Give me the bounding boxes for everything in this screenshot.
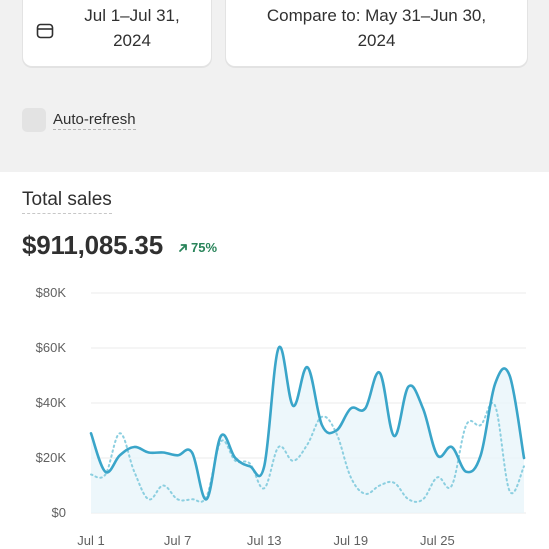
current-period-area	[91, 346, 524, 513]
date-range-button[interactable]: Jul 1–Jul 31, 2024	[22, 0, 212, 67]
y-tick-label: $60K	[36, 340, 67, 355]
y-tick-label: $0	[52, 505, 66, 520]
chart-series	[89, 345, 526, 503]
auto-refresh-label[interactable]: Auto-refresh	[53, 111, 136, 130]
y-tick-label: $40K	[36, 395, 67, 410]
total-sales-title[interactable]: Total sales	[22, 189, 112, 214]
calendar-icon	[36, 23, 54, 39]
current-period-line[interactable]	[89, 345, 526, 501]
arrow-up-right-icon	[179, 243, 187, 252]
x-tick-label: Jul 19	[333, 533, 368, 548]
sales-line-chart: $0$20K$40K$60K$80K Jul 1 Jul 7 Jul 13 Jul 1…	[36, 285, 526, 548]
sales-change-badge: 75%	[178, 240, 217, 255]
y-tick-label: $20K	[36, 450, 67, 465]
sales-change-value: 75%	[191, 240, 218, 255]
y-tick-label: $80K	[36, 285, 67, 300]
x-tick-label: Jul 25	[420, 533, 455, 548]
total-sales-value: $911,085.35	[22, 230, 163, 260]
compare-range-label: Compare to: May 31–Jun 30, 2024	[266, 5, 487, 50]
date-range-label: Jul 1–Jul 31, 2024	[84, 5, 180, 50]
comparison-period-line[interactable]	[90, 402, 525, 503]
x-tick-label: Jul 13	[247, 533, 282, 548]
auto-refresh-checkbox[interactable]	[22, 108, 46, 132]
chart-area	[91, 346, 524, 513]
x-axis: Jul 1 Jul 7 Jul 13 Jul 19 Jul 25	[77, 533, 454, 548]
compare-range-button[interactable]: Compare to: May 31–Jun 30, 2024	[225, 0, 528, 67]
x-tick-label: Jul 7	[164, 533, 191, 548]
y-axis: $0 $20K $40K $60K $80K	[36, 285, 67, 520]
x-tick-label: Jul 1	[77, 533, 104, 548]
